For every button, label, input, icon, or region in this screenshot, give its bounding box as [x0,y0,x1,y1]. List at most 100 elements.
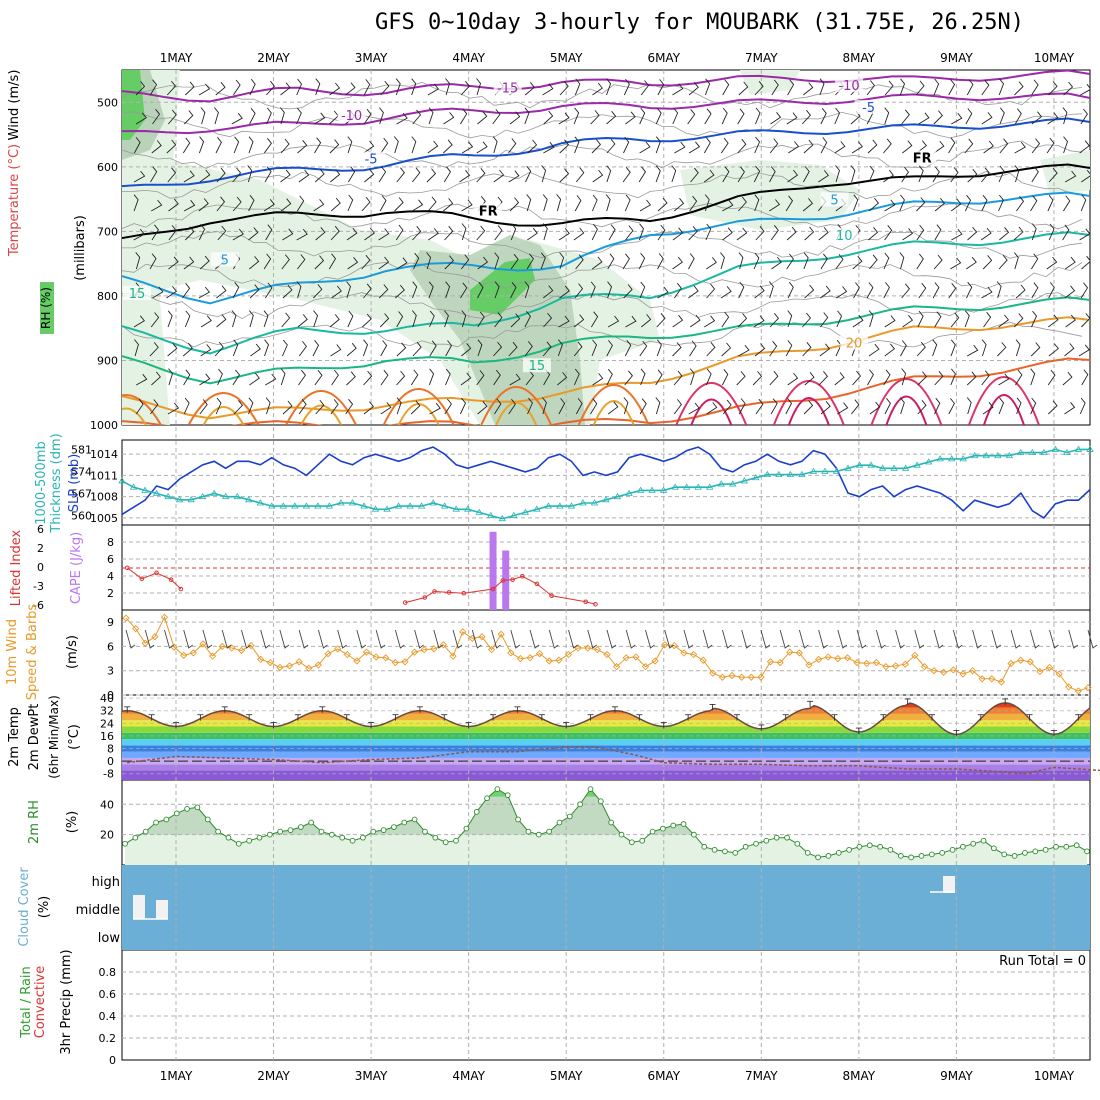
wind-barb [395,224,404,241]
wind-barb [737,108,745,125]
thickness-marker [1017,448,1025,455]
isotherm-line [122,70,1090,103]
temp-maxmin [733,714,740,721]
rh-area [1040,150,1090,195]
wind-barb [948,283,957,299]
wind-barb [998,314,1010,328]
rh2m-point [432,834,439,841]
wind-barb [149,253,157,270]
wind-barb [573,107,580,125]
wind-barb [296,107,302,125]
wind-barb [721,107,728,125]
wind-barb [1047,369,1056,386]
wind-barb [819,78,825,96]
contour-label-bg [835,78,864,93]
wind-barb [509,111,521,125]
wind-barb [412,167,421,183]
rh-legend-swatch [40,282,54,334]
wind-barb [964,310,970,328]
thickness-marker [175,496,184,503]
wind-barb [655,369,663,386]
x-tick-top: 3MAY [355,51,388,65]
thickness-marker [498,514,506,522]
thickness-marker [775,470,783,478]
wind10m-marker [555,656,563,664]
rh2m-point [711,846,718,853]
wind-barb [461,343,472,357]
wind-barb [837,402,849,415]
wind-barb [314,137,322,154]
wind-barb [999,138,1009,154]
thickness-marker [855,461,864,468]
wind-barb [916,253,924,270]
thickness-marker [544,502,553,509]
wind-barb [198,223,206,241]
thickness-marker [1040,448,1048,455]
wind-barb [297,139,308,154]
isotherm-line [122,357,1090,425]
temp-label-1: 2m Temp [7,707,22,767]
wind10m-marker [410,648,419,656]
wind-barb [1015,369,1023,386]
wind-barb [834,107,841,125]
wind-barb [950,312,960,328]
rh2m-point [753,840,759,847]
wind-barb [802,198,814,212]
thickness-marker [913,461,921,468]
slp-line [121,446,1091,519]
wind-barb [494,281,500,299]
wind-tick: 9 [107,616,114,629]
wind-contour [122,292,1083,320]
wind-barb [787,310,793,328]
wind-barb [1047,400,1058,415]
wind-barb [704,137,711,154]
wind-barb [918,282,927,299]
wind-barb [802,312,811,328]
slp-tick: 1008 [90,491,118,504]
wind-barb [265,373,277,386]
wind-barb [168,198,179,212]
lifted-point [432,589,437,594]
temp-units: (°C) [67,724,82,750]
wind-barb [263,253,272,270]
wind-barb [150,166,158,183]
temp-maxmin [977,714,984,721]
wind-barb [476,141,488,154]
wind-barb [934,397,941,415]
wind10m-marker [141,639,149,647]
rh2m-point [442,839,449,846]
surface-barb [722,629,732,649]
diurnal-arc [202,406,245,425]
wind-barb [199,373,211,386]
wind-barb [884,107,890,125]
wind10m-marker [401,658,409,666]
surface-barb [587,629,598,649]
wind-barb [248,310,254,328]
wind-barb [215,137,222,154]
precip-panel [121,949,1091,1061]
wind-barb [150,399,159,415]
wind-barb [983,140,994,154]
wind-barb [166,139,177,154]
wind10m-marker [545,657,553,665]
rh2m-point [608,819,615,826]
cape-tick: 8 [107,536,114,549]
wind-barb [722,199,734,212]
surface-barb [144,629,155,649]
wind10m-marker [324,650,332,658]
lifted-tick: -3 [33,580,44,593]
rh2m-point [370,828,377,835]
wind-barb [540,252,546,270]
temp-maxmin [855,727,862,735]
rh2m-point [980,837,987,844]
surface-barb [375,629,386,649]
surface-barb [433,629,444,649]
pressure-axis-label: (millibars) [73,215,88,281]
wind-barb [964,194,972,212]
wind-barb [689,340,697,357]
thickness-marker [279,502,288,509]
wind-barb [559,168,570,183]
wind-barb [573,341,583,357]
rh2m-point [515,816,521,823]
wind-barb [411,310,417,328]
